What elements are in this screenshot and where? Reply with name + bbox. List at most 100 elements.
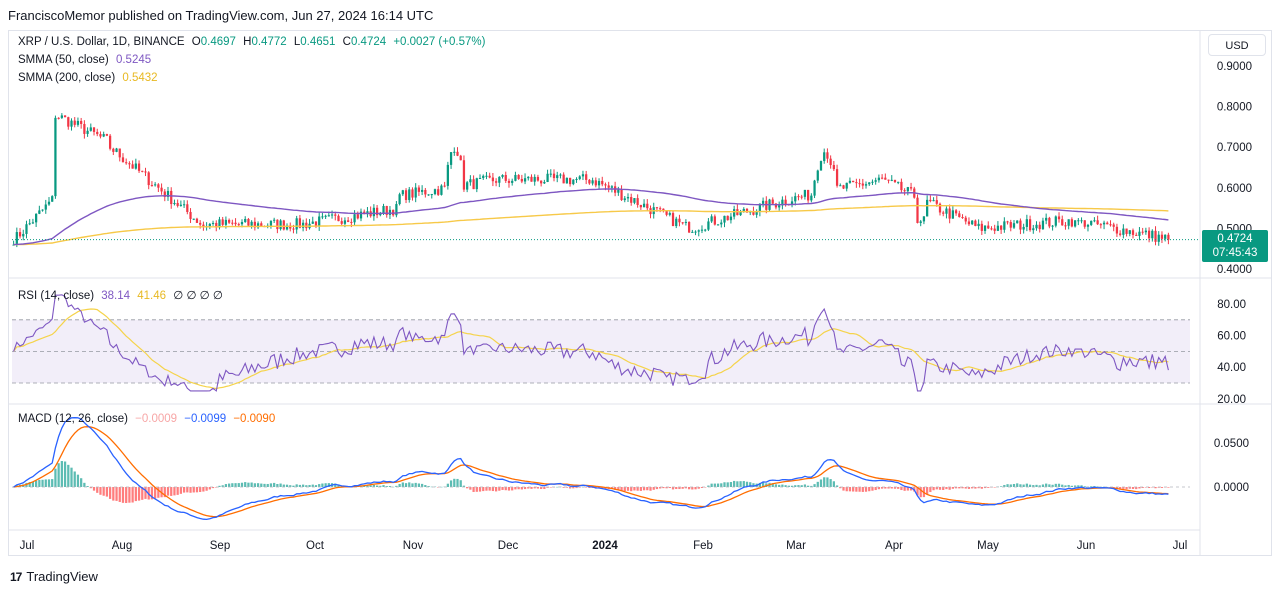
macd-histogram-bar — [482, 487, 485, 492]
macd-histogram-bar — [227, 483, 231, 487]
macd-histogram-bar — [707, 485, 710, 487]
macd-histogram-bar — [787, 485, 790, 487]
candle-body — [678, 218, 681, 223]
macd-histogram-bar — [430, 486, 433, 488]
candle-body — [639, 204, 642, 208]
macd-histogram-bar — [420, 483, 424, 487]
candle-body — [92, 127, 96, 132]
candle-body — [1131, 230, 1135, 235]
macd-histogram-bar — [636, 487, 639, 491]
smma200-legend[interactable]: SMMA (200, close) 0.5432 — [18, 72, 162, 84]
rsi-tick-label: 20.00 — [1217, 394, 1246, 406]
macd-histogram-bar — [758, 482, 762, 487]
candle-body — [96, 131, 99, 135]
macd-histogram-bar — [813, 484, 816, 487]
macd-histogram-bar — [247, 482, 250, 487]
candle-body — [951, 210, 955, 219]
macd-histogram-bar — [121, 487, 125, 503]
candle-body — [449, 152, 453, 165]
candle-body — [626, 197, 630, 199]
candle-body — [687, 221, 691, 233]
macd-histogram-bar — [562, 487, 565, 488]
candle-body — [646, 203, 649, 209]
candle-body — [472, 179, 475, 190]
macd-histogram-bar — [655, 487, 659, 490]
candle-body — [1067, 219, 1070, 226]
macd-histogram-bar — [38, 479, 41, 487]
candle-body — [781, 199, 784, 206]
macd-histogram-bar — [137, 487, 141, 501]
candle-body — [671, 213, 675, 227]
candle-body — [456, 151, 459, 156]
candle-body — [1019, 220, 1022, 230]
candle-body — [250, 221, 253, 226]
candle-body — [964, 217, 967, 222]
candle-body — [433, 189, 437, 195]
candle-body — [527, 176, 530, 179]
macd-histogram-bar — [324, 483, 327, 487]
macd-histogram-bar — [546, 487, 549, 488]
macd-histogram-bar — [855, 487, 858, 492]
macd-histogram-bar — [794, 485, 797, 487]
smma200-line — [13, 204, 1169, 246]
candle-body — [157, 184, 160, 188]
macd-histogram-bar — [861, 487, 864, 492]
candle-body — [1154, 230, 1157, 242]
macd-histogram-bar — [601, 487, 604, 489]
macd-histogram-bar — [266, 483, 269, 487]
macd-histogram-bar — [305, 485, 308, 487]
macd-histogram-bar — [1048, 484, 1051, 487]
macd-legend[interactable]: MACD (12, 26, close) −0.0009 −0.0099 −0.… — [18, 413, 279, 425]
candle-body — [835, 169, 839, 186]
macd-histogram-bar — [80, 478, 83, 487]
candle-body — [491, 177, 495, 182]
candle-body — [1167, 234, 1170, 240]
candle-body — [324, 215, 327, 217]
candle-body — [983, 225, 987, 231]
candle-body — [321, 216, 324, 218]
macd-histogram-bar — [893, 487, 897, 489]
open-value: 0.4697 — [200, 36, 236, 48]
macd-histogram-bar — [417, 483, 421, 487]
candle-body — [112, 148, 115, 152]
macd-histogram-bar — [131, 487, 134, 503]
macd-histogram-bar — [449, 480, 453, 487]
publish-info: FranciscoMemor published on TradingView.… — [8, 8, 434, 23]
macd-histogram-bar — [475, 487, 478, 492]
macd-histogram-bar — [240, 482, 244, 487]
macd-histogram-bar — [527, 487, 530, 489]
price-tick-label: 0.6000 — [1217, 183, 1252, 195]
macd-histogram-bar — [938, 487, 942, 490]
symbol-label[interactable]: XRP / U.S. Dollar, 1D, BINANCE — [18, 36, 185, 48]
chart-frame[interactable] — [8, 30, 1272, 556]
macd-histogram-bar — [848, 487, 852, 492]
rsi-legend[interactable]: RSI (14, close) 38.14 41.46 ∅ ∅ ∅ ∅ — [18, 288, 227, 302]
macd-histogram-bar — [1006, 484, 1009, 487]
macd-histogram-bar — [494, 487, 498, 492]
candle-body — [813, 180, 816, 196]
smma50-legend[interactable]: SMMA (50, close) 0.5245 — [18, 54, 155, 66]
candle-body — [1164, 234, 1167, 239]
candle-body — [523, 178, 527, 182]
candle-body — [926, 199, 929, 217]
candle-body — [289, 225, 292, 229]
macd-histogram-bar — [199, 487, 202, 493]
macd-histogram-bar — [1119, 487, 1122, 490]
candle-body — [1073, 220, 1077, 227]
tradingview-footer[interactable]: 17 TradingView — [10, 569, 98, 584]
currency-button[interactable]: USD — [1208, 34, 1266, 56]
candle-body — [427, 194, 430, 196]
candle-body — [443, 185, 446, 187]
candle-body — [945, 208, 948, 214]
macd-histogram-bar — [301, 484, 305, 487]
macd-histogram-bar — [202, 487, 205, 492]
macd-histogram-bar — [166, 487, 170, 496]
macd-histogram-bar — [723, 482, 726, 487]
candle-body — [356, 214, 359, 219]
macd-histogram-bar — [749, 482, 752, 487]
macd-histogram-bar — [173, 487, 176, 496]
candle-body — [848, 180, 852, 183]
macd-histogram-bar — [884, 487, 887, 489]
smma50-line — [13, 188, 1169, 246]
